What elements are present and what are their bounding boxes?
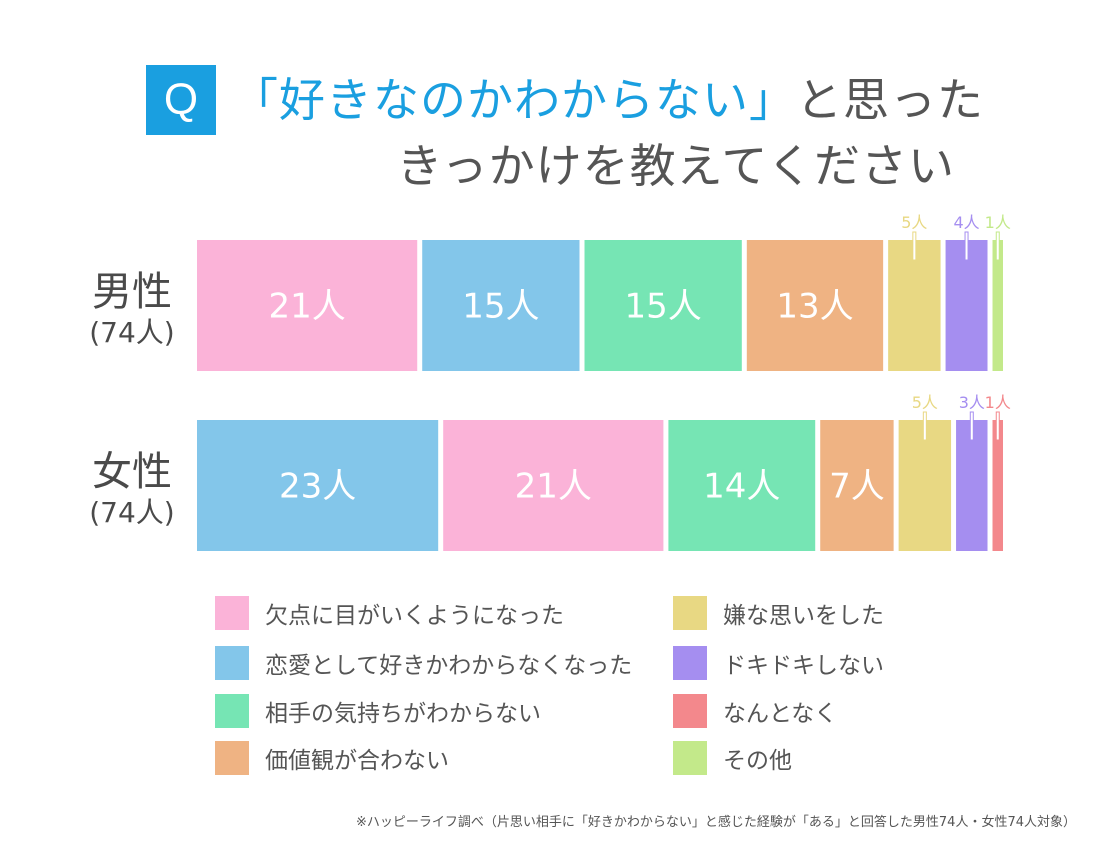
bar-segment: [820, 420, 894, 551]
legend-swatch: [215, 694, 249, 728]
bar-value-label: 7人: [829, 467, 885, 507]
bar-value-callout: 5人: [901, 213, 927, 232]
row-label-male: 男性 (74人): [72, 268, 192, 350]
legend-item: なんとなく: [673, 694, 837, 728]
legend-label: なんとなく: [723, 701, 838, 727]
bar-callout-line: [969, 411, 974, 441]
chart-title-line1: 「好きなのかわからない」と思った: [232, 70, 984, 130]
bar-value-label: 15人: [625, 287, 702, 327]
bar-value-callout: 3人: [959, 393, 985, 412]
legend-item: 価値観が合わない: [215, 741, 449, 775]
legend-swatch: [215, 596, 249, 630]
bar-callout-line: [995, 231, 1000, 261]
bar-value-callout: 4人: [953, 213, 979, 232]
bar-segment: [898, 420, 952, 551]
bar-value-label: 21人: [268, 287, 345, 327]
bar-callout-line: [995, 411, 1000, 441]
legend-swatch: [673, 741, 707, 775]
bar-segment: [992, 240, 1003, 371]
legend-item: その他: [673, 741, 792, 775]
legend-label: 相手の気持ちがわからない: [265, 701, 541, 727]
row-label-female-count: (74人): [89, 496, 175, 529]
legend-item: 恋愛として好きかわからなくなった: [215, 646, 632, 680]
bar-value-label: 15人: [462, 287, 539, 327]
legend-label: ドキドキしない: [723, 653, 884, 679]
bar-value-label: 13人: [776, 287, 853, 327]
row-label-female-gender: 女性: [92, 449, 172, 495]
bar-segment: [197, 420, 439, 551]
row-label-female: 女性 (74人): [72, 448, 192, 530]
bar-value-callout: 1人: [985, 213, 1011, 232]
legend-item: 嫌な思いをした: [673, 596, 884, 630]
legend-item: ドキドキしない: [673, 646, 884, 680]
row-label-male-gender: 男性: [92, 269, 172, 315]
bar-callout-line: [912, 231, 917, 261]
bar-segment: [992, 420, 1003, 551]
legend-label: 価値観が合わない: [265, 748, 449, 774]
legend-swatch: [673, 694, 707, 728]
legend-label: その他: [723, 748, 792, 774]
title-rest: と思った: [796, 73, 984, 127]
bar-callout-line: [964, 231, 969, 261]
legend-label: 恋愛として好きかわからなくなった: [265, 653, 633, 679]
bar-segment: [888, 240, 941, 371]
footnote: ※ハッピーライフ調べ（片思い相手に「好きかわからない」と感じた経験が「ある」と回…: [356, 815, 1076, 830]
bar-callout-line: [922, 411, 927, 441]
legend-swatch: [215, 741, 249, 775]
legend-label: 欠点に目がいくようになった: [265, 603, 564, 629]
bar-value-callout: 1人: [985, 393, 1011, 412]
legend-label: 嫌な思いをした: [723, 603, 884, 629]
bar-value-label: 21人: [515, 467, 592, 507]
legend-item: 欠点に目がいくようになった: [215, 596, 564, 630]
legend-swatch: [673, 596, 707, 630]
bar-segment: [945, 240, 988, 371]
bar-value-label: 14人: [703, 467, 780, 507]
legend-item: 相手の気持ちがわからない: [215, 694, 541, 728]
bar-value-callout: 5人: [912, 393, 938, 412]
bar-value-label: 23人: [279, 467, 356, 507]
bar-segment: [956, 420, 988, 551]
bar-segment: [422, 240, 580, 371]
bar-segment: [197, 240, 418, 371]
legend-swatch: [673, 646, 707, 680]
bar-segment: [443, 420, 664, 551]
row-label-male-count: (74人): [89, 316, 175, 349]
legend-swatch: [215, 646, 249, 680]
bar-segment: [746, 240, 884, 371]
bar-segment: [668, 420, 816, 551]
chart-title-line2: きっかけを教えてください: [396, 139, 955, 193]
title-highlight: 「好きなのかわからない」: [232, 73, 796, 127]
bar-segment: [584, 240, 742, 371]
question-badge: Q: [146, 65, 216, 135]
